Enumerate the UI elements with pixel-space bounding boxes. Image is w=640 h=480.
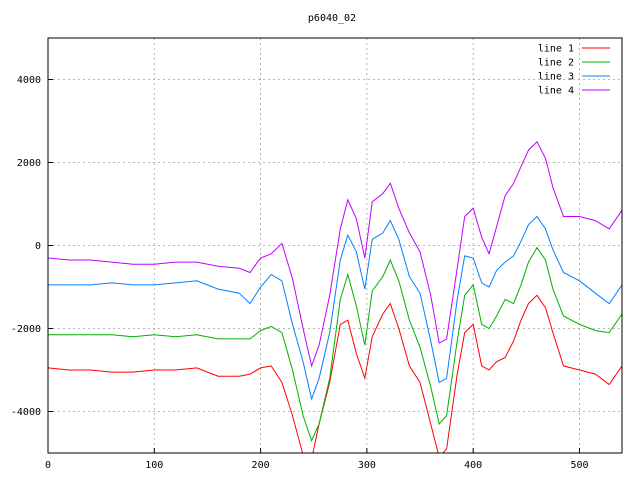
x-tick-label: 100 (145, 460, 163, 471)
x-tick-label: 400 (464, 460, 482, 471)
series-line-3 (48, 215, 622, 401)
grid (48, 38, 622, 453)
y-tick-label: -2000 (11, 324, 41, 335)
y-tick-label: 4000 (17, 75, 41, 86)
y-tick-label: 0 (35, 241, 41, 252)
x-tick-label: 500 (570, 460, 588, 471)
series-line-1 (48, 294, 622, 453)
x-tick-label: 0 (45, 460, 51, 471)
chart-title: p6040_02 (308, 13, 356, 24)
y-tick-label: -4000 (11, 407, 41, 418)
x-tick-label: 300 (358, 460, 376, 471)
plot-frame (47, 37, 623, 454)
legend: line 1 line 2 line 3 line 4 (538, 44, 610, 97)
series-line-2 (48, 246, 622, 442)
legend-label: line 4 (538, 86, 574, 97)
y-tick-label: 2000 (17, 158, 41, 169)
series-lines (48, 140, 622, 453)
legend-label: line 1 (538, 44, 574, 55)
x-tick-label: 200 (252, 460, 270, 471)
legend-label: line 3 (538, 72, 574, 83)
series-line-4 (48, 140, 622, 368)
legend-label: line 2 (538, 58, 574, 69)
axis-ticks: 0 100 200 300 400 500 -4000 -2000 0 2000 4000 (11, 75, 589, 471)
